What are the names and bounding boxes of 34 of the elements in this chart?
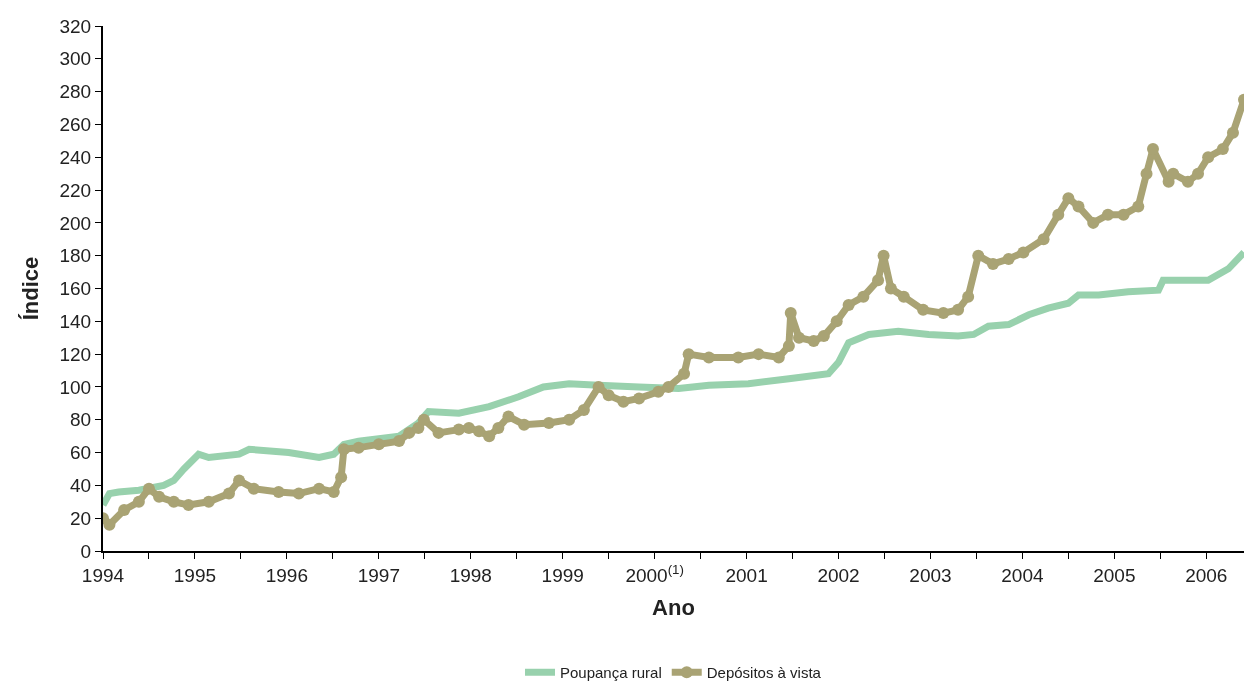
x-tick-label: 2004: [1001, 564, 1044, 586]
x-tick-label: 1997: [357, 564, 400, 586]
x-axis-title: Ano: [652, 595, 695, 621]
x-tick-label: 2001: [725, 564, 768, 586]
y-tick-label: 120: [59, 343, 92, 365]
x-tick-label: 1998: [449, 564, 492, 586]
x-tick-label: 1995: [173, 564, 217, 586]
x-tick-label: 1996: [265, 564, 309, 586]
y-axis-title: Índice: [17, 256, 43, 321]
x-tick-label: 2000$^{(1)}$: [625, 561, 684, 586]
x-tick-label: 2006: [1185, 564, 1228, 586]
y-tick-label: 60: [70, 442, 92, 464]
y-tick-label: 280: [59, 81, 92, 103]
y-tick-label: 320: [59, 15, 92, 37]
legend-label: Poupança rural: [560, 664, 662, 682]
y-tick-label: 160: [59, 278, 92, 300]
y-tick-label: 220: [59, 179, 92, 201]
x-tick-label: 2003: [909, 564, 952, 586]
y-tick-label: 20: [70, 507, 92, 529]
x-tick-label: 2002: [817, 564, 860, 586]
y-tick-label: 0: [80, 540, 92, 562]
y-tick-label: 260: [59, 114, 92, 136]
y-tick-label: 240: [59, 146, 92, 168]
y-tick-label: 180: [59, 245, 92, 267]
y-tick-label: 140: [59, 310, 92, 332]
legend-label: Depósitos à vista: [706, 664, 822, 682]
y-tick-label: 80: [70, 409, 92, 431]
x-tick-label: 2005: [1093, 564, 1136, 586]
y-tick-label: 200: [59, 212, 92, 234]
y-tick-label: 100: [59, 376, 92, 398]
x-tick-label: 1999: [541, 564, 584, 586]
y-tick-label: 40: [70, 475, 92, 497]
x-tick-label: 1994: [81, 564, 125, 586]
y-tick-label: 300: [59, 48, 92, 70]
